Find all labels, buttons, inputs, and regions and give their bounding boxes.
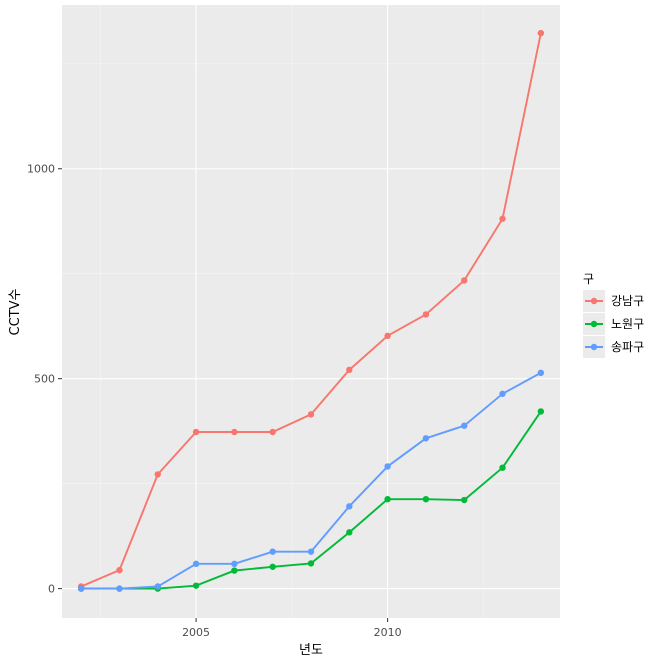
data-point (269, 548, 276, 555)
data-point (537, 369, 545, 376)
legend-title: 구 (583, 272, 594, 286)
x-tick-label: 2005 (182, 626, 210, 639)
legend-label: 송파구 (611, 340, 644, 354)
data-point (192, 582, 200, 589)
legend-label: 노원구 (611, 317, 644, 331)
data-point (269, 563, 276, 570)
data-point (384, 463, 391, 470)
data-point (422, 435, 430, 442)
data-point (307, 560, 315, 567)
data-point (269, 428, 276, 436)
axis-ticks (58, 168, 389, 622)
data-point (499, 464, 506, 471)
plot-panel (62, 5, 560, 618)
data-point (231, 567, 238, 574)
x-axis-title: 년도 (299, 643, 323, 658)
data-point (192, 560, 200, 568)
x-tick-label: 2010 (374, 626, 402, 639)
data-point (307, 411, 315, 418)
data-point (77, 585, 85, 592)
data-point (499, 390, 506, 397)
legend-key-point (590, 297, 598, 305)
data-point (231, 428, 238, 436)
series-layer (77, 29, 545, 592)
series-강남구 (77, 29, 545, 590)
y-axis-title: CCTV수 (8, 288, 23, 335)
data-point (384, 495, 391, 503)
data-point (537, 29, 545, 37)
data-point (346, 529, 353, 536)
data-point (346, 503, 353, 510)
series-송파구 (77, 369, 545, 592)
data-point (422, 311, 430, 318)
y-tick-label: 0 (48, 583, 55, 596)
data-point (346, 366, 353, 374)
data-point (422, 495, 430, 503)
data-point (116, 585, 123, 592)
legend-key-point (590, 343, 598, 351)
data-point (231, 560, 238, 568)
minor-gridlines (62, 5, 560, 618)
data-point (461, 496, 468, 504)
data-point (461, 277, 468, 284)
data-point (154, 471, 161, 478)
tick-labels: 2005 2010 0 500 1000 (27, 163, 402, 639)
data-point (307, 548, 315, 555)
data-point (154, 583, 161, 590)
data-point (192, 428, 200, 436)
data-point (461, 422, 468, 429)
y-tick-label: 1000 (27, 163, 55, 176)
data-point (499, 215, 506, 222)
data-point (384, 332, 391, 340)
data-point (537, 408, 545, 415)
data-point (116, 566, 123, 574)
legend-key-point (590, 320, 598, 328)
y-tick-label: 500 (34, 373, 55, 386)
legend-label: 강남구 (611, 294, 644, 308)
